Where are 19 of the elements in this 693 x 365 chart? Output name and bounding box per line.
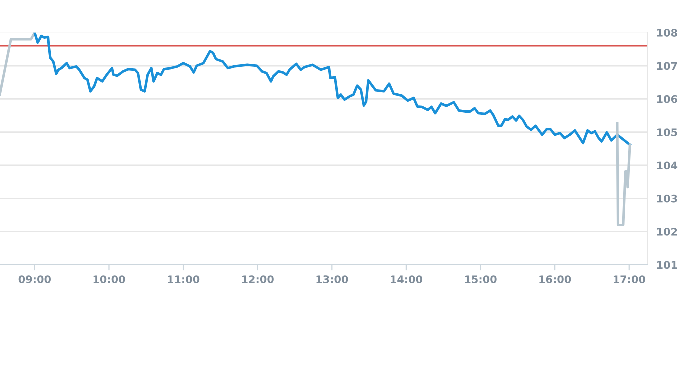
x-tick-label: 14:00 (391, 276, 423, 284)
line-series (34, 32, 632, 146)
y-tick-label: 101 (657, 261, 678, 270)
x-tick-label: 13:00 (316, 276, 348, 284)
y-tick-label: 106 (657, 95, 678, 104)
line-series (616, 122, 632, 226)
x-tick-label: 12:00 (242, 276, 274, 284)
y-tick-label: 105 (657, 128, 678, 136)
y-tick-label: 104 (657, 162, 678, 170)
x-tick-label: 15:00 (465, 276, 497, 284)
x-tick-label: 10:00 (94, 276, 126, 284)
x-tick-label: 16:00 (540, 276, 572, 284)
y-tick-label: 107 (657, 62, 678, 70)
x-tick-label: 11:00 (168, 276, 200, 284)
x-tick-label: 09:00 (18, 276, 52, 284)
x-tick-label: 17:00 (614, 276, 646, 284)
y-tick-label: 102 (657, 228, 678, 236)
y-tick-label: 108 (657, 29, 678, 37)
y-tick-label: 103 (657, 194, 678, 203)
